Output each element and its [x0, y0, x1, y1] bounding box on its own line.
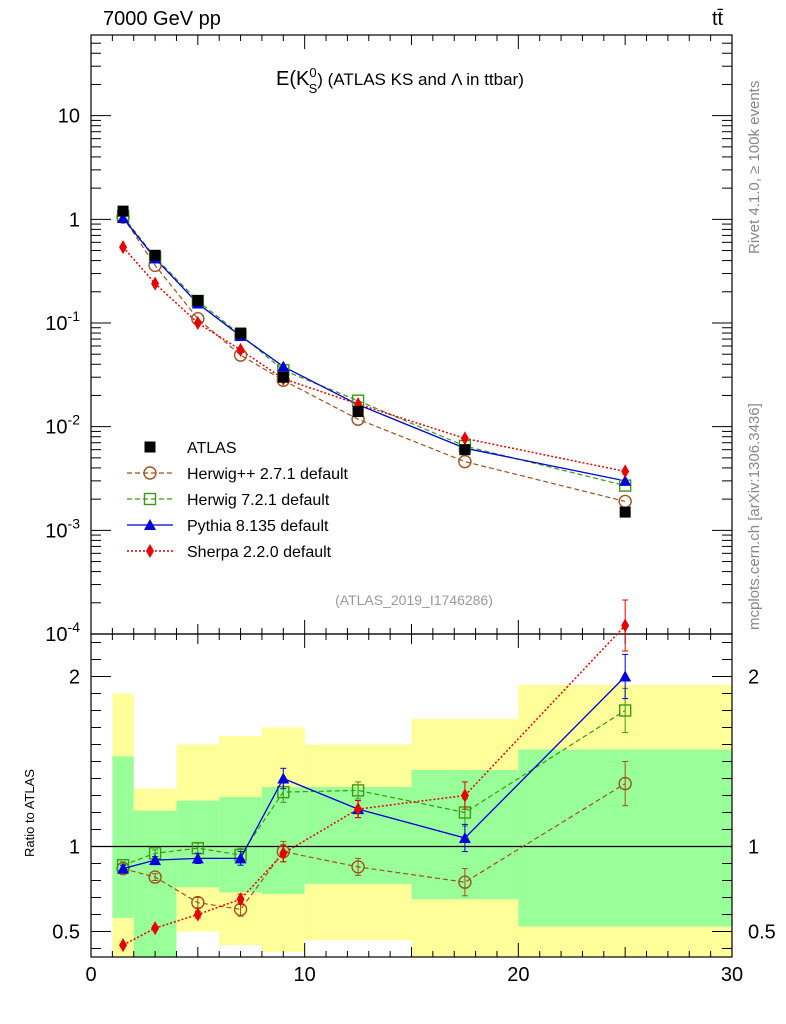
title-superscript: 0 [309, 65, 316, 80]
y-tick-exponent: -1 [68, 308, 81, 324]
y-tick-base: 10 [45, 624, 67, 646]
header-right: tt̄ [712, 8, 724, 30]
sherpa-ratio-line [122, 624, 626, 946]
pythia-main-point [619, 474, 632, 486]
y-tick-exponent: -2 [68, 412, 81, 428]
atlas-data-point [192, 294, 204, 306]
main-y-tick-label: 10-2 [45, 412, 80, 439]
legend-marker-herwig7 [143, 492, 157, 506]
pythia-main-line [122, 217, 626, 482]
legend-label-atlas: ATLAS [187, 440, 237, 457]
sherpa-ratio-point [460, 788, 469, 803]
sherpa-main-point [119, 240, 128, 255]
ratio-y-axis-label: Ratio to ATLAS [22, 769, 37, 857]
herwig7-ratio-line [122, 709, 626, 866]
legend-marker-pythia [144, 519, 156, 530]
ratio-band-green [219, 797, 262, 893]
y-tick-base: 10 [45, 313, 67, 335]
title-part: E(K [276, 68, 310, 90]
analysis-tag: (ATLAS_2019_I1746286) [335, 592, 493, 608]
pythia-ratio-point [149, 854, 162, 866]
pythia-ratio-point [191, 852, 204, 864]
main-y-tick-label: 10-1 [45, 308, 80, 335]
y-tick-base: 10 [45, 520, 67, 542]
ratio-y-tick-label-right: 2 [748, 667, 759, 689]
ratio-y-tick-label: 0.5 [52, 922, 80, 944]
ratio-band-green [112, 756, 134, 918]
legend-label-herwig7: Herwig 7.2.1 default [187, 492, 330, 509]
ratio-y-tick-label: 1 [69, 837, 80, 859]
legend-label-herwigpp: Herwig++ 2.7.1 default [187, 466, 349, 483]
title-part: ) (ATLAS KS and Λ in ttbar) [317, 70, 524, 89]
atlas-data-point [277, 371, 289, 383]
pythia-main-point [277, 360, 290, 372]
pythia-ratio-line [122, 676, 626, 870]
atlas-data-point [459, 444, 471, 456]
ratio-band-green [261, 787, 305, 895]
x-tick-label: 30 [721, 964, 743, 986]
x-tick-label: 20 [507, 964, 529, 986]
x-tick-label: 0 [85, 964, 96, 986]
herwig7-ratio-point [618, 704, 632, 717]
main-y-tick-label: 1 [69, 209, 80, 231]
pythia-main-point [117, 212, 130, 224]
pythia-ratio-point [234, 852, 247, 864]
y-tick-base: 10 [45, 417, 67, 439]
legend-label-sherpa: Sherpa 2.2.0 default [187, 544, 332, 561]
herwigpp-main-line [122, 216, 626, 503]
herwigpp-ratio-point [618, 776, 632, 791]
sherpa-main-point [621, 464, 630, 479]
main-y-tick-label: 10 [58, 106, 80, 128]
sherpa-main-point [193, 316, 202, 331]
pythia-ratio-point [619, 670, 632, 682]
pythia-ratio-point [458, 832, 471, 843]
header-left: 7000 GeV pp [103, 8, 221, 30]
ratio-y-tick-label-right: 0.5 [748, 922, 776, 944]
herwigpp-ratio-line [122, 783, 626, 911]
atlas-data-point [149, 249, 161, 261]
sherpa-main-point [151, 276, 160, 291]
sherpa-main-point [236, 342, 245, 357]
sherpa-ratio-point [621, 618, 630, 633]
legend-marker-herwigpp [143, 466, 157, 480]
atlas-data-point [352, 406, 364, 418]
herwigpp-main-point [458, 454, 472, 469]
y-tick-base: 10 [58, 106, 80, 128]
y-tick-exponent: -4 [68, 619, 81, 635]
y-tick-exponent: -3 [68, 515, 81, 531]
sherpa-main-point [460, 431, 469, 446]
herwig7-main-line [122, 215, 626, 487]
herwigpp-ratio-point [148, 870, 162, 884]
herwigpp-ratio-point [458, 875, 472, 889]
sherpa-ratio-point [354, 802, 363, 817]
ratio-y-tick-label-right: 1 [748, 837, 759, 859]
sherpa-ratio-point [193, 907, 202, 922]
rivet-version-label: Rivet 4.1.0, ≥ 100k events [746, 80, 763, 254]
y-tick-base: 1 [69, 209, 80, 231]
x-tick-label: 10 [294, 964, 316, 986]
mcplots-reference-label: mcplots.cern.ch [arXiv:1306.3436] [746, 403, 763, 630]
ratio-y-tick-label: 2 [69, 667, 80, 689]
sherpa-ratio-point [236, 892, 245, 907]
atlas-data-point [235, 327, 247, 339]
sherpa-main-line [122, 246, 626, 473]
chart-title: E(K0 S) (ATLAS KS and Λ in ttbar) [276, 65, 524, 96]
sherpa-ratio-point [279, 846, 288, 861]
pythia-ratio-point [277, 772, 290, 784]
pythia-ratio-point [117, 862, 130, 874]
legend-label-pythia: Pythia 8.135 default [187, 518, 329, 535]
herwigpp-ratio-point [351, 860, 365, 874]
herwig7-ratio-point [351, 784, 365, 797]
main-y-tick-label: 10-3 [45, 515, 80, 542]
legend-marker-atlas [144, 441, 156, 453]
atlas-data-point [619, 506, 631, 518]
sherpa-ratio-point [151, 921, 160, 936]
atlas-data-point [117, 205, 129, 217]
title-subscript: S [309, 81, 318, 96]
main-y-tick-label: 10-4 [45, 619, 80, 646]
legend-marker-sherpa [146, 544, 154, 558]
sherpa-ratio-point [119, 938, 128, 953]
